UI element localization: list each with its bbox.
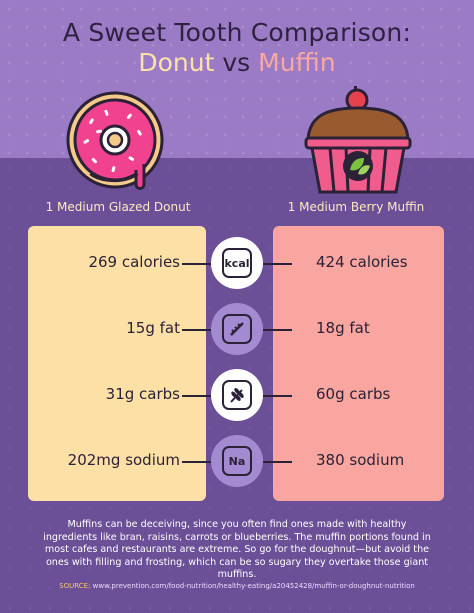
donut-fat: 15g fat [126, 319, 180, 337]
connector-line [263, 461, 292, 463]
source-url: www.prevention.com/food-nutrition/health… [92, 582, 415, 590]
connector-line [182, 395, 211, 397]
donut-label: 1 Medium Glazed Donut [45, 200, 191, 214]
fat-badge [211, 303, 263, 355]
source-label: SOURCE: [59, 582, 91, 590]
carbs-badge [211, 369, 263, 421]
sodium-icon: Na [222, 446, 252, 476]
muffin-carbs: 60g carbs [316, 385, 391, 403]
wheat-icon [222, 380, 252, 410]
sodium-badge: Na [211, 435, 263, 487]
subtitle-muffin: Muffin [258, 48, 336, 77]
muffin-calories: 424 calories [316, 253, 408, 271]
donut-calories: 269 calories [88, 253, 180, 271]
calories-badge: kcal [211, 237, 263, 289]
muffin-panel [273, 226, 444, 501]
connector-line [182, 329, 211, 331]
connector-line [182, 263, 211, 265]
page-title: A Sweet Tooth Comparison: [62, 18, 412, 47]
donut-carbs: 31g carbs [105, 385, 180, 403]
muffin-label: 1 Medium Berry Muffin [287, 200, 425, 214]
donut-sodium: 202mg sodium [67, 451, 180, 469]
connector-line [182, 461, 211, 463]
muffin-fat: 18g fat [316, 319, 370, 337]
connector-line [263, 263, 292, 265]
donut-panel [28, 226, 206, 501]
kcal-icon: kcal [222, 248, 252, 278]
subtitle-donut: Donut [138, 48, 215, 77]
subtitle-vs: vs [222, 48, 251, 77]
source-line: SOURCE: www.prevention.com/food-nutritio… [20, 582, 454, 590]
footnote: Muffins can be deceiving, since you ofte… [43, 519, 431, 580]
muffin-icon [304, 86, 412, 194]
connector-line [263, 395, 292, 397]
page-subtitle: Donut vs Muffin [0, 48, 474, 77]
donut-icon [66, 91, 164, 190]
connector-line [263, 329, 292, 331]
muffin-sodium: 380 sodium [316, 451, 405, 469]
scale-icon [222, 314, 252, 344]
